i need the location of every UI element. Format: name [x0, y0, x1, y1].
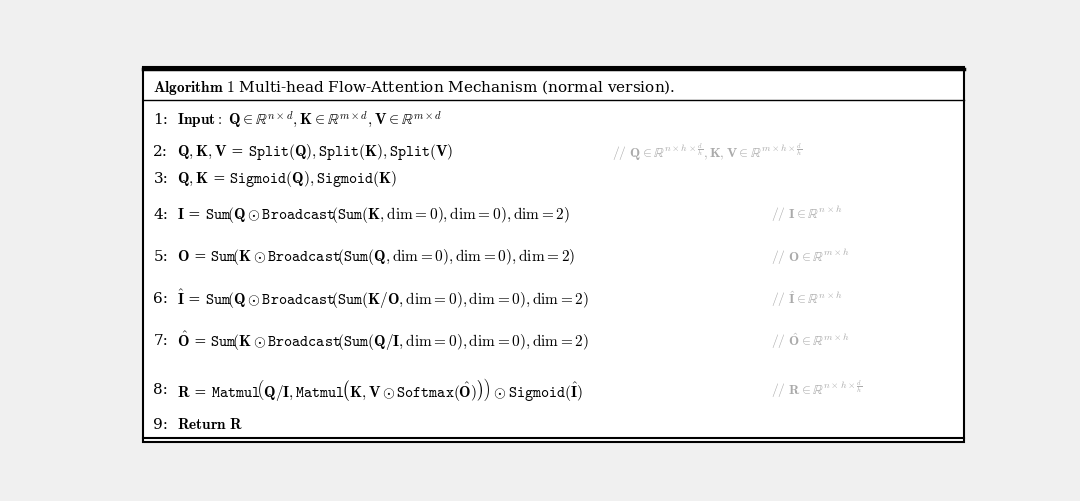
Text: $//\ \mathbf{Q} \in \mathbb{R}^{n \times h \times \frac{d}{h}}, \mathbf{K}, \mat: $//\ \mathbf{Q} \in \mathbb{R}^{n \times…: [612, 141, 802, 163]
Text: 9:: 9:: [153, 417, 168, 431]
Text: $\mathbf{Q}, \mathbf{K}, \mathbf{V}$ = $\mathtt{Split}(\mathbf{Q}), \mathtt{Spli: $\mathbf{Q}, \mathbf{K}, \mathbf{V}$ = $…: [177, 142, 454, 162]
Text: $\mathbf{I}$ = $\mathtt{Sum}\!\left(\mathbf{Q} \odot \mathtt{Broadcast}\!\left(\: $\mathbf{I}$ = $\mathtt{Sum}\!\left(\mat…: [177, 204, 569, 224]
Text: $//\ \mathbf{R} \in \mathbb{R}^{n \times h \times \frac{d}{h}}$: $//\ \mathbf{R} \in \mathbb{R}^{n \times…: [771, 378, 862, 400]
Text: $\mathbf{Algorithm\ 1}$ Multi-head Flow-Attention Mechanism (normal version).: $\mathbf{Algorithm\ 1}$ Multi-head Flow-…: [153, 78, 676, 97]
Text: $\hat{\mathbf{I}}$ = $\mathtt{Sum}\!\left(\mathbf{Q} \odot \mathtt{Broadcast}\!\: $\hat{\mathbf{I}}$ = $\mathtt{Sum}\!\lef…: [177, 287, 589, 310]
Text: 5:: 5:: [153, 250, 168, 264]
Text: $\mathbf{O}$ = $\mathtt{Sum}\!\left(\mathbf{K} \odot \mathtt{Broadcast}\!\left(\: $\mathbf{O}$ = $\mathtt{Sum}\!\left(\mat…: [177, 247, 575, 267]
Text: 2:: 2:: [153, 145, 168, 159]
Text: $\mathbf{Input:}\ \mathbf{Q} \in \mathbb{R}^{n \times d}, \mathbf{K} \in \mathbb: $\mathbf{Input:}\ \mathbf{Q} \in \mathbb…: [177, 110, 442, 130]
Text: $\mathbf{Return}\ \mathbf{R}$: $\mathbf{Return}\ \mathbf{R}$: [177, 416, 243, 431]
Text: 4:: 4:: [153, 207, 168, 221]
Text: 8:: 8:: [153, 382, 168, 396]
Text: $\mathbf{Q}, \mathbf{K}$ = $\mathtt{Sigmoid}(\mathbf{Q}), \mathtt{Sigmoid}(\math: $\mathbf{Q}, \mathbf{K}$ = $\mathtt{Sigm…: [177, 168, 396, 188]
FancyBboxPatch shape: [144, 68, 963, 442]
Text: 1:: 1:: [153, 113, 168, 127]
Text: 7:: 7:: [153, 333, 168, 347]
Text: $//\ \hat{\mathbf{O}} \in \mathbb{R}^{m \times h}$: $//\ \hat{\mathbf{O}} \in \mathbb{R}^{m …: [771, 330, 850, 350]
Text: $\hat{\mathbf{O}}$ = $\mathtt{Sum}\!\left(\mathbf{K} \odot \mathtt{Broadcast}\!\: $\hat{\mathbf{O}}$ = $\mathtt{Sum}\!\lef…: [177, 329, 589, 352]
Text: $//\ \hat{\mathbf{I}} \in \mathbb{R}^{n \times h}$: $//\ \hat{\mathbf{I}} \in \mathbb{R}^{n …: [771, 289, 842, 309]
Text: $//\ \mathbf{O} \in \mathbb{R}^{m \times h}$: $//\ \mathbf{O} \in \mathbb{R}^{m \times…: [771, 247, 850, 267]
Text: $//\ \mathbf{I} \in \mathbb{R}^{n \times h}$: $//\ \mathbf{I} \in \mathbb{R}^{n \times…: [771, 205, 842, 224]
Text: $\mathbf{R}$ = $\mathtt{Matmul}\!\left(\mathbf{Q}/\mathbf{I},\mathtt{Matmul}\!\l: $\mathbf{R}$ = $\mathtt{Matmul}\!\left(\…: [177, 375, 583, 402]
Text: 3:: 3:: [153, 171, 168, 185]
Text: 6:: 6:: [153, 292, 168, 306]
